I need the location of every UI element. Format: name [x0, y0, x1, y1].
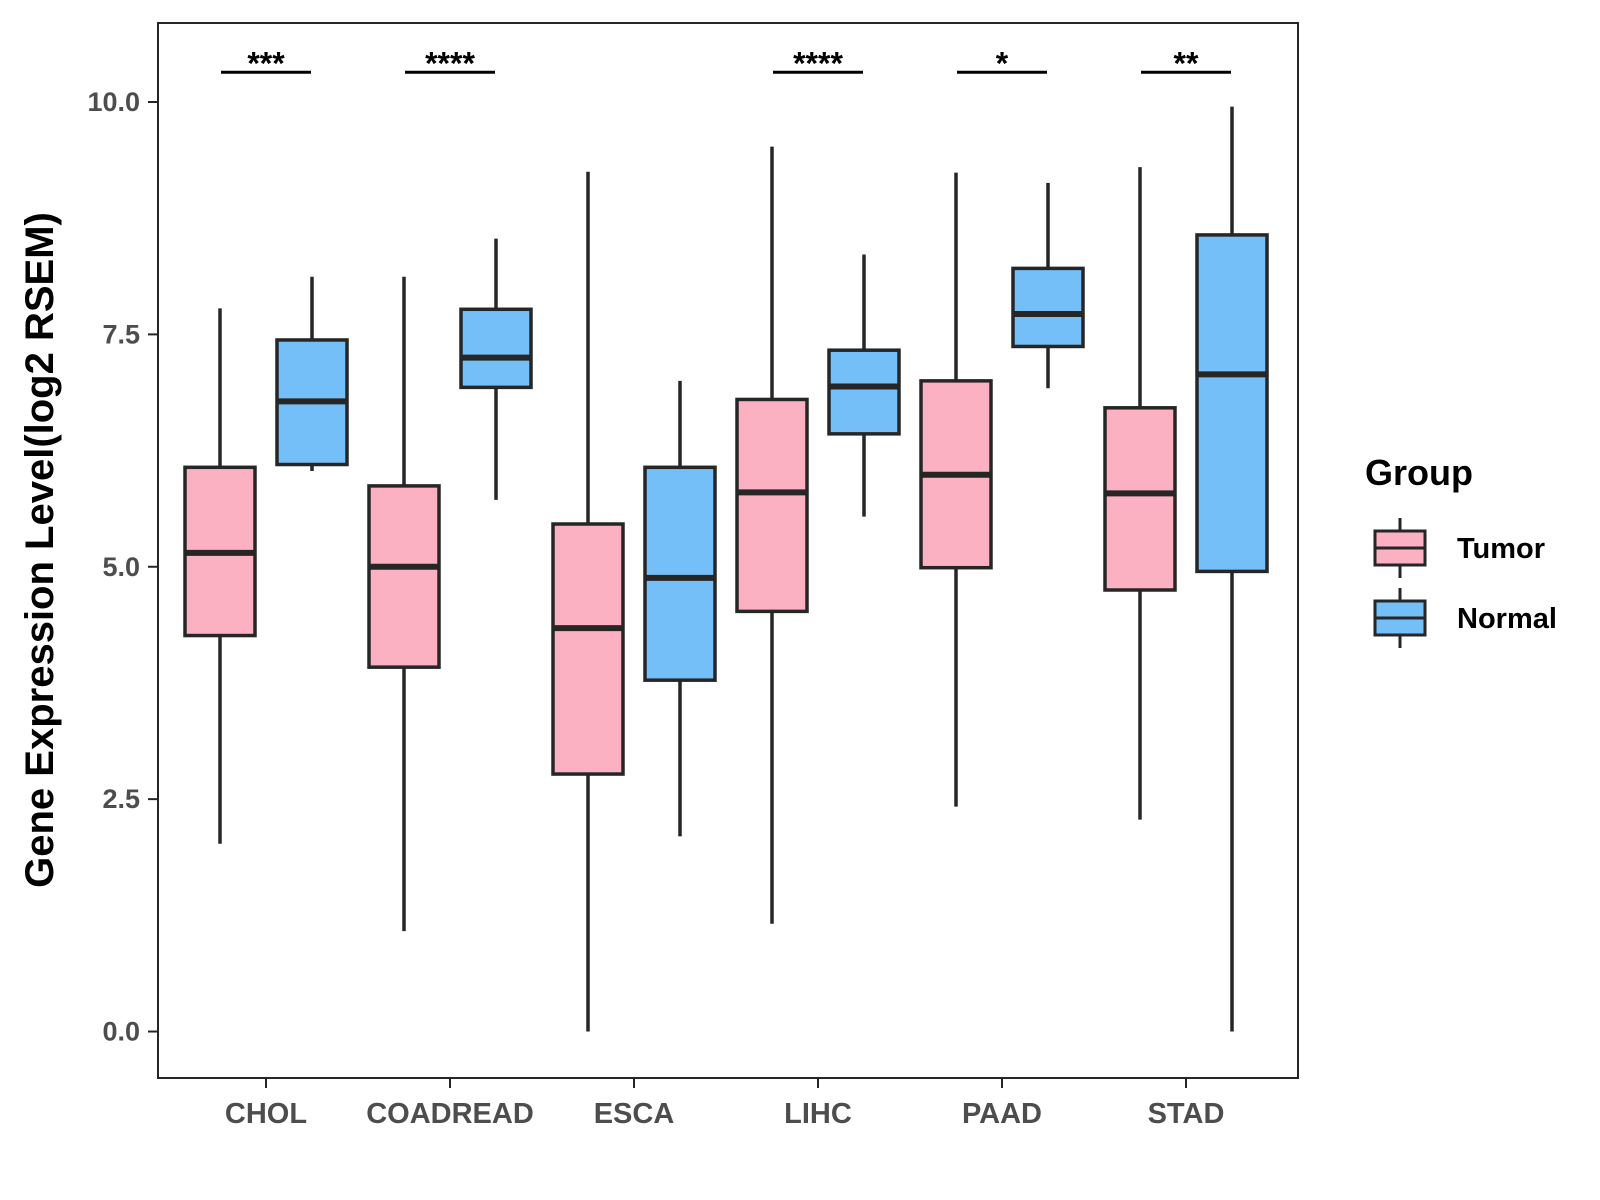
x-tick-label-coadread: COADREAD [366, 1098, 534, 1130]
box-body [735, 397, 809, 614]
y-tick-label: 10.0 [87, 87, 140, 117]
box-body [827, 348, 901, 436]
legend-label-tumor: Tumor [1457, 533, 1545, 565]
x-tick-label-esca: ESCA [594, 1098, 675, 1130]
x-tick-label-paad: PAAD [962, 1098, 1042, 1130]
x-axis: CHOL COADREAD ESCA LIHC PAAD STAD [225, 1078, 1224, 1130]
box-normal-chol [275, 276, 349, 472]
x-tick-label-chol: CHOL [225, 1098, 307, 1130]
legend-label-normal: Normal [1457, 603, 1557, 635]
x-tick-label-stad: STAD [1148, 1098, 1225, 1130]
box-tumor-coadread [367, 276, 441, 932]
y-axis: 0.0 2.5 5.0 7.5 10.0 [87, 87, 158, 1047]
y-tick-label: 7.5 [102, 319, 140, 349]
box-tumor-esca [551, 171, 625, 1032]
box-normal-stad [1195, 106, 1269, 1032]
box-body [1011, 266, 1085, 349]
significance-label: **** [425, 45, 475, 81]
box-normal-lihc [827, 254, 901, 517]
significance-label: *** [247, 45, 285, 81]
y-tick-label: 2.5 [102, 784, 140, 814]
x-tick-label-lihc: LIHC [784, 1098, 852, 1130]
legend-title: Group [1365, 452, 1473, 493]
box-body [1195, 233, 1269, 574]
significance-lihc: **** [773, 45, 863, 81]
box-body [643, 465, 717, 682]
box-normal-esca [643, 380, 717, 837]
significance-chol: *** [221, 45, 311, 81]
plot-frame [157, 22, 1299, 1079]
box-tumor-lihc [735, 146, 809, 924]
box-normal-paad [1011, 182, 1085, 389]
y-tick-label: 5.0 [102, 552, 140, 582]
significance-stad: ** [1141, 45, 1231, 81]
significance-label: * [996, 45, 1009, 81]
box-tumor-chol [183, 308, 257, 844]
significance-label: **** [793, 45, 843, 81]
legend-item-tumor: Tumor [1373, 518, 1545, 578]
legend: Group Tumor Normal [1365, 452, 1557, 648]
significance-label: ** [1174, 45, 1199, 81]
box-tumor-stad [1103, 167, 1177, 820]
box-tumor-paad [919, 172, 993, 807]
legend-item-normal: Normal [1373, 588, 1557, 648]
box-body [551, 522, 625, 776]
significance-coadread: **** [405, 45, 495, 81]
y-axis-title: Gene Expression Level(log2 RSEM) [18, 212, 62, 888]
box-body [459, 307, 533, 390]
significance-paad: * [957, 45, 1047, 81]
box-body [367, 484, 441, 669]
box-body [1103, 406, 1177, 592]
y-tick-label: 0.0 [102, 1017, 140, 1047]
plot-area: *** **** **** * ** [183, 45, 1269, 1032]
box-normal-coadread [459, 238, 533, 500]
